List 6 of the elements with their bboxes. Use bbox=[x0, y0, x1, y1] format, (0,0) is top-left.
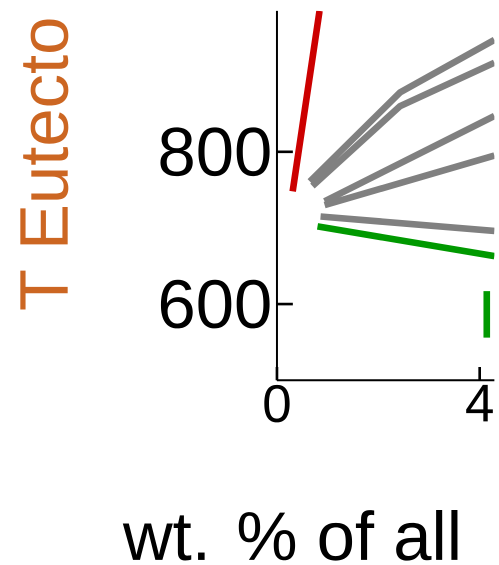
x-tick-label: 4 bbox=[466, 384, 493, 422]
y-axis-title: T Eutecto bbox=[20, 19, 68, 310]
y-tick-label: 800 bbox=[160, 127, 270, 176]
x-tick-label: 0 bbox=[264, 384, 290, 422]
y-tick-label: 600 bbox=[161, 280, 270, 328]
x-axis-title: wt. % of all bbox=[122, 510, 458, 561]
